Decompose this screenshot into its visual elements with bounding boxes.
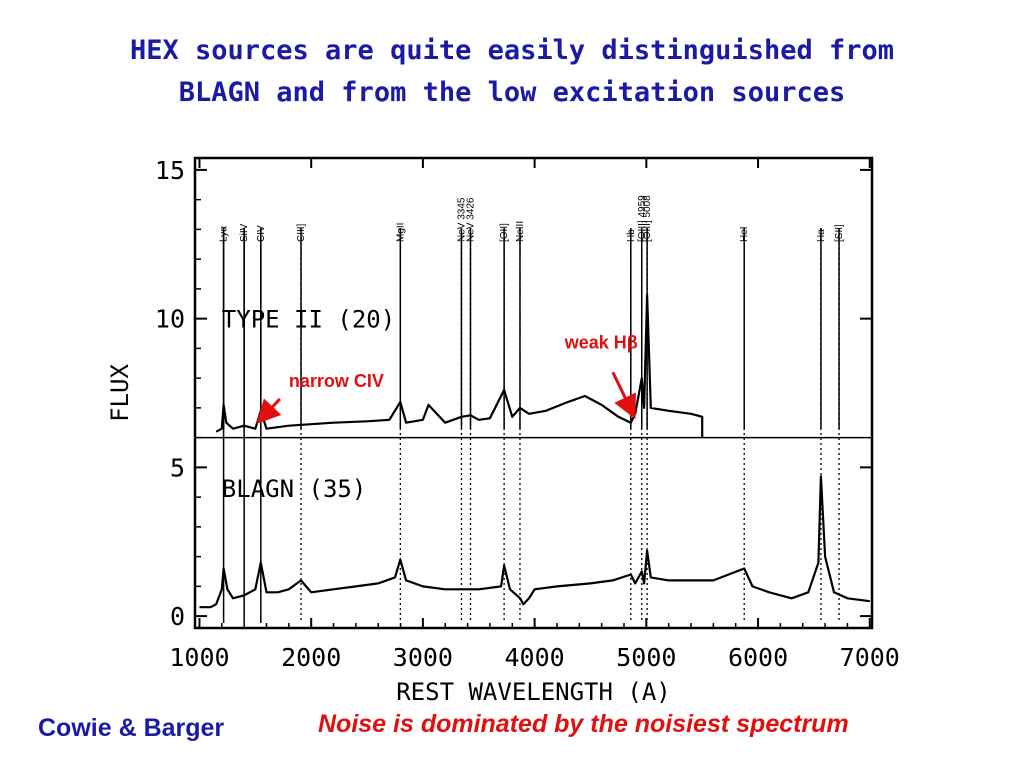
y-tick-label: 5: [170, 453, 185, 482]
y-axis-label: FLUX: [106, 364, 134, 422]
y-tick-label: 15: [155, 156, 185, 185]
emission-line-label: HeI: [739, 226, 750, 242]
emission-line-label: NeIII: [515, 221, 526, 242]
x-tick-label: 1000: [169, 643, 229, 672]
emission-line-label: NeV 3426: [465, 197, 476, 242]
slide-title-line-1: HEX sources are quite easily distinguish…: [129, 35, 894, 66]
emission-line-label: NeV 3345: [456, 197, 467, 242]
x-tick-label: 6000: [728, 643, 788, 672]
x-tick-label: 2000: [281, 643, 341, 672]
x-tick-label: 3000: [393, 643, 453, 672]
footer-note: Noise is dominated by the noisiest spect…: [318, 710, 849, 738]
emission-line-label: [OIII] 4959: [637, 195, 648, 242]
emission-line-label: CIV: [256, 225, 267, 242]
emission-line-label: Hb: [626, 229, 637, 242]
emission-line-label: SiIV: [239, 223, 250, 242]
emission-line-label: CIII]: [296, 223, 307, 242]
annotation-arrow: [256, 397, 282, 425]
panel-label: TYPE II (20): [222, 306, 395, 334]
annotation-label: narrow CIV: [289, 371, 384, 391]
emission-line-label: [OIII] 5008: [642, 195, 653, 242]
spectrum-series-blagn: [199, 475, 870, 609]
emission-line-label: Lyα: [219, 226, 230, 242]
y-tick-label: 0: [170, 602, 185, 631]
emission-line-label: Ha: [816, 229, 827, 242]
panel-label: BLAGN (35): [222, 475, 367, 503]
x-axis-label: REST WAVELENGTH (A): [396, 678, 671, 706]
annotation-arrow: [611, 371, 636, 420]
footer-credit: Cowie & Barger: [38, 714, 225, 742]
emission-line-label: [OII]: [499, 223, 510, 242]
emission-line-label: [SII]: [834, 224, 845, 242]
x-tick-label: 5000: [616, 643, 676, 672]
y-tick-label: 10: [155, 305, 185, 334]
annotation-label: weak Hβ: [564, 332, 638, 352]
x-tick-label: 7000: [840, 643, 900, 672]
x-tick-label: 4000: [505, 643, 565, 672]
slide-title-line-2: BLAGN and from the low excitation source…: [178, 77, 846, 108]
slide-title: HEX sources are quite easily distinguish…: [0, 30, 1024, 114]
plot-frame: [193, 156, 874, 630]
emission-line-label: MgII: [395, 223, 406, 242]
